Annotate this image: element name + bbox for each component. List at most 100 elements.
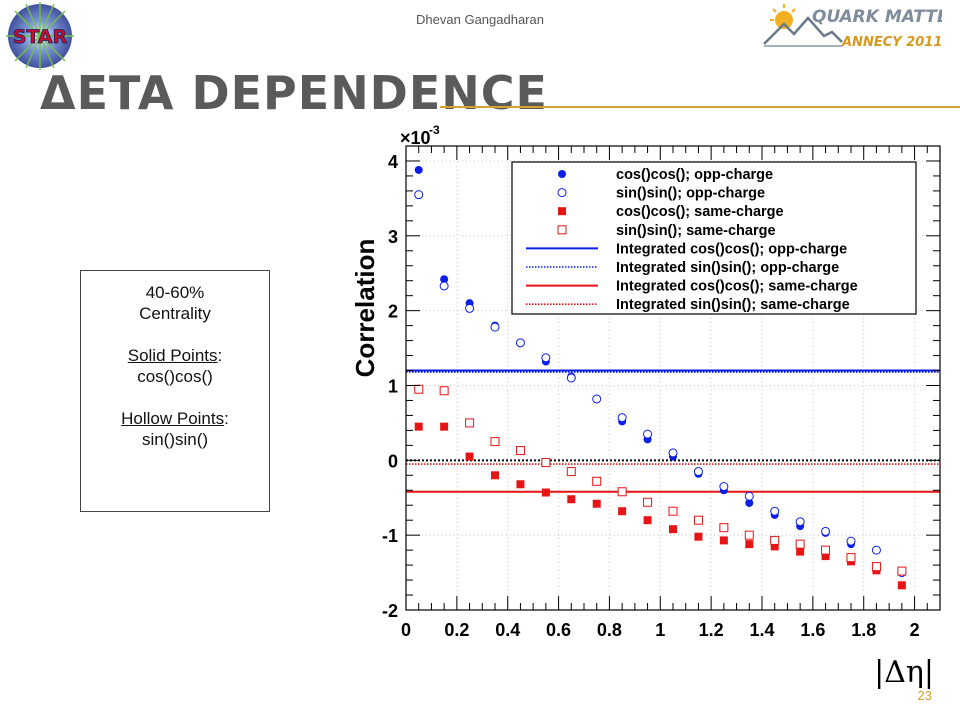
data-point bbox=[617, 413, 627, 423]
data-point bbox=[465, 303, 475, 313]
data-point bbox=[490, 322, 500, 332]
y-scale-exponent: -3 bbox=[429, 123, 440, 137]
data-point bbox=[796, 547, 805, 556]
solid-points-line: Solid Points: bbox=[81, 345, 269, 366]
data-point bbox=[643, 516, 652, 525]
correlation-chart: 0 0.2 0.4 0.6 0.8 1 1.2 1.4 1.6 1.8 2 -2 -1 0 1 2 3 4 Corr… bbox=[350, 123, 941, 690]
data-point bbox=[770, 506, 780, 516]
data-point bbox=[694, 532, 703, 541]
data-point bbox=[821, 526, 831, 536]
legend-label: cos()cos(); opp-charge bbox=[616, 167, 773, 183]
x-tick-label: 1.8 bbox=[851, 620, 876, 640]
data-point bbox=[439, 281, 449, 291]
data-point bbox=[541, 458, 551, 468]
data-point bbox=[515, 338, 525, 348]
data-point bbox=[618, 507, 627, 516]
data-point bbox=[617, 487, 627, 497]
data-point bbox=[414, 422, 423, 431]
data-point bbox=[719, 482, 729, 492]
data-point bbox=[414, 165, 423, 174]
data-point bbox=[897, 566, 907, 576]
hollow-points-line: Hollow Points: bbox=[81, 408, 269, 429]
legend-marker bbox=[558, 207, 566, 216]
x-tick-label: 0.8 bbox=[597, 620, 622, 640]
data-point bbox=[846, 536, 856, 546]
legend-marker bbox=[557, 188, 567, 198]
x-tick-label: 0.4 bbox=[495, 620, 520, 640]
quark-matter-logo: QUARK MATTER ANNECY 2011 bbox=[763, 4, 942, 50]
data-point bbox=[490, 437, 500, 447]
legend-label: Integrated cos()cos(); same-charge bbox=[616, 279, 858, 295]
data-point bbox=[566, 467, 576, 477]
x-tick-label: 1 bbox=[655, 620, 665, 640]
legend-label: Integrated cos()cos(); opp-charge bbox=[616, 241, 847, 257]
data-point bbox=[871, 545, 881, 555]
legend-label: Integrated sin()sin(); same-charge bbox=[616, 297, 850, 313]
y-tick-label: -2 bbox=[382, 601, 398, 621]
data-point bbox=[643, 497, 653, 507]
y-tick-label: -1 bbox=[382, 526, 398, 546]
data-point bbox=[440, 275, 449, 284]
conference-subtitle: ANNECY 2011 bbox=[841, 35, 942, 50]
data-point bbox=[669, 525, 677, 534]
x-tick-label: 1.6 bbox=[800, 620, 825, 640]
y-scale-factor: ×10 bbox=[400, 128, 431, 148]
data-point bbox=[515, 446, 525, 456]
x-tick-label: 0.6 bbox=[546, 620, 571, 640]
axis-ticks bbox=[405, 145, 941, 611]
hollow-points-heading: Hollow Points bbox=[121, 409, 225, 428]
data-point bbox=[592, 499, 601, 508]
data-point bbox=[541, 488, 550, 497]
x-tick-label: 1.2 bbox=[699, 620, 724, 640]
axis-labels: 0 0.2 0.4 0.6 0.8 1 1.2 1.4 1.6 1.8 2 -2 -1 0 1 2 3 4 Corr… bbox=[350, 123, 934, 690]
data-point bbox=[567, 495, 576, 504]
data-point bbox=[795, 517, 805, 527]
solid-points-heading: Solid Points bbox=[127, 346, 218, 365]
data-point bbox=[871, 562, 881, 572]
legend-label: cos()cos(); same-charge bbox=[616, 204, 784, 220]
page-number: 23 bbox=[917, 688, 932, 703]
data-point bbox=[668, 506, 678, 516]
data-point bbox=[516, 480, 525, 489]
data-point bbox=[744, 530, 754, 540]
data-point bbox=[693, 515, 703, 525]
star-logo-text: STAR bbox=[13, 26, 68, 48]
legend-marker bbox=[557, 225, 567, 235]
data-point bbox=[439, 386, 449, 396]
y-tick-label: 3 bbox=[388, 227, 398, 247]
data-point bbox=[745, 498, 754, 507]
legend-label: Integrated sin()sin(); opp-charge bbox=[616, 260, 839, 276]
data-point bbox=[592, 394, 602, 404]
legend-label: sin()sin(); opp-charge bbox=[616, 186, 765, 202]
data-point bbox=[719, 523, 729, 533]
x-tick-label: 0.2 bbox=[444, 620, 469, 640]
data-point bbox=[643, 429, 653, 439]
data-point bbox=[795, 539, 805, 549]
author-name: Dhevan Gangadharan bbox=[416, 12, 544, 27]
data-point bbox=[770, 542, 779, 551]
hollow-points-colon: : bbox=[224, 409, 229, 428]
data-point bbox=[414, 384, 424, 394]
data-point bbox=[414, 190, 424, 200]
data-point bbox=[693, 467, 703, 477]
reference-lines bbox=[406, 369, 940, 493]
hollow-points-value: sin()sin() bbox=[141, 430, 209, 449]
star-logo: STAR bbox=[6, 2, 74, 70]
data-point bbox=[821, 545, 831, 555]
data-point bbox=[745, 540, 754, 549]
x-axis-title: |Δη| bbox=[874, 655, 934, 690]
data-point bbox=[541, 353, 551, 363]
info-box: 40-60% Centrality Solid Points: cos()cos… bbox=[80, 270, 270, 512]
data-point bbox=[744, 491, 754, 501]
centrality-value: 40-60% bbox=[145, 283, 205, 302]
data-point bbox=[897, 581, 906, 590]
x-tick-label: 1.4 bbox=[749, 620, 774, 640]
data-point bbox=[770, 535, 780, 545]
legend-box bbox=[511, 161, 917, 315]
y-tick-label: 0 bbox=[388, 451, 398, 471]
legend: cos()cos(); opp-charge sin()sin(); opp-ch… bbox=[511, 161, 917, 315]
data-point bbox=[440, 422, 449, 431]
data-point bbox=[821, 552, 830, 561]
solid-points-colon: : bbox=[217, 346, 223, 365]
solid-points-value: cos()cos() bbox=[137, 367, 213, 386]
